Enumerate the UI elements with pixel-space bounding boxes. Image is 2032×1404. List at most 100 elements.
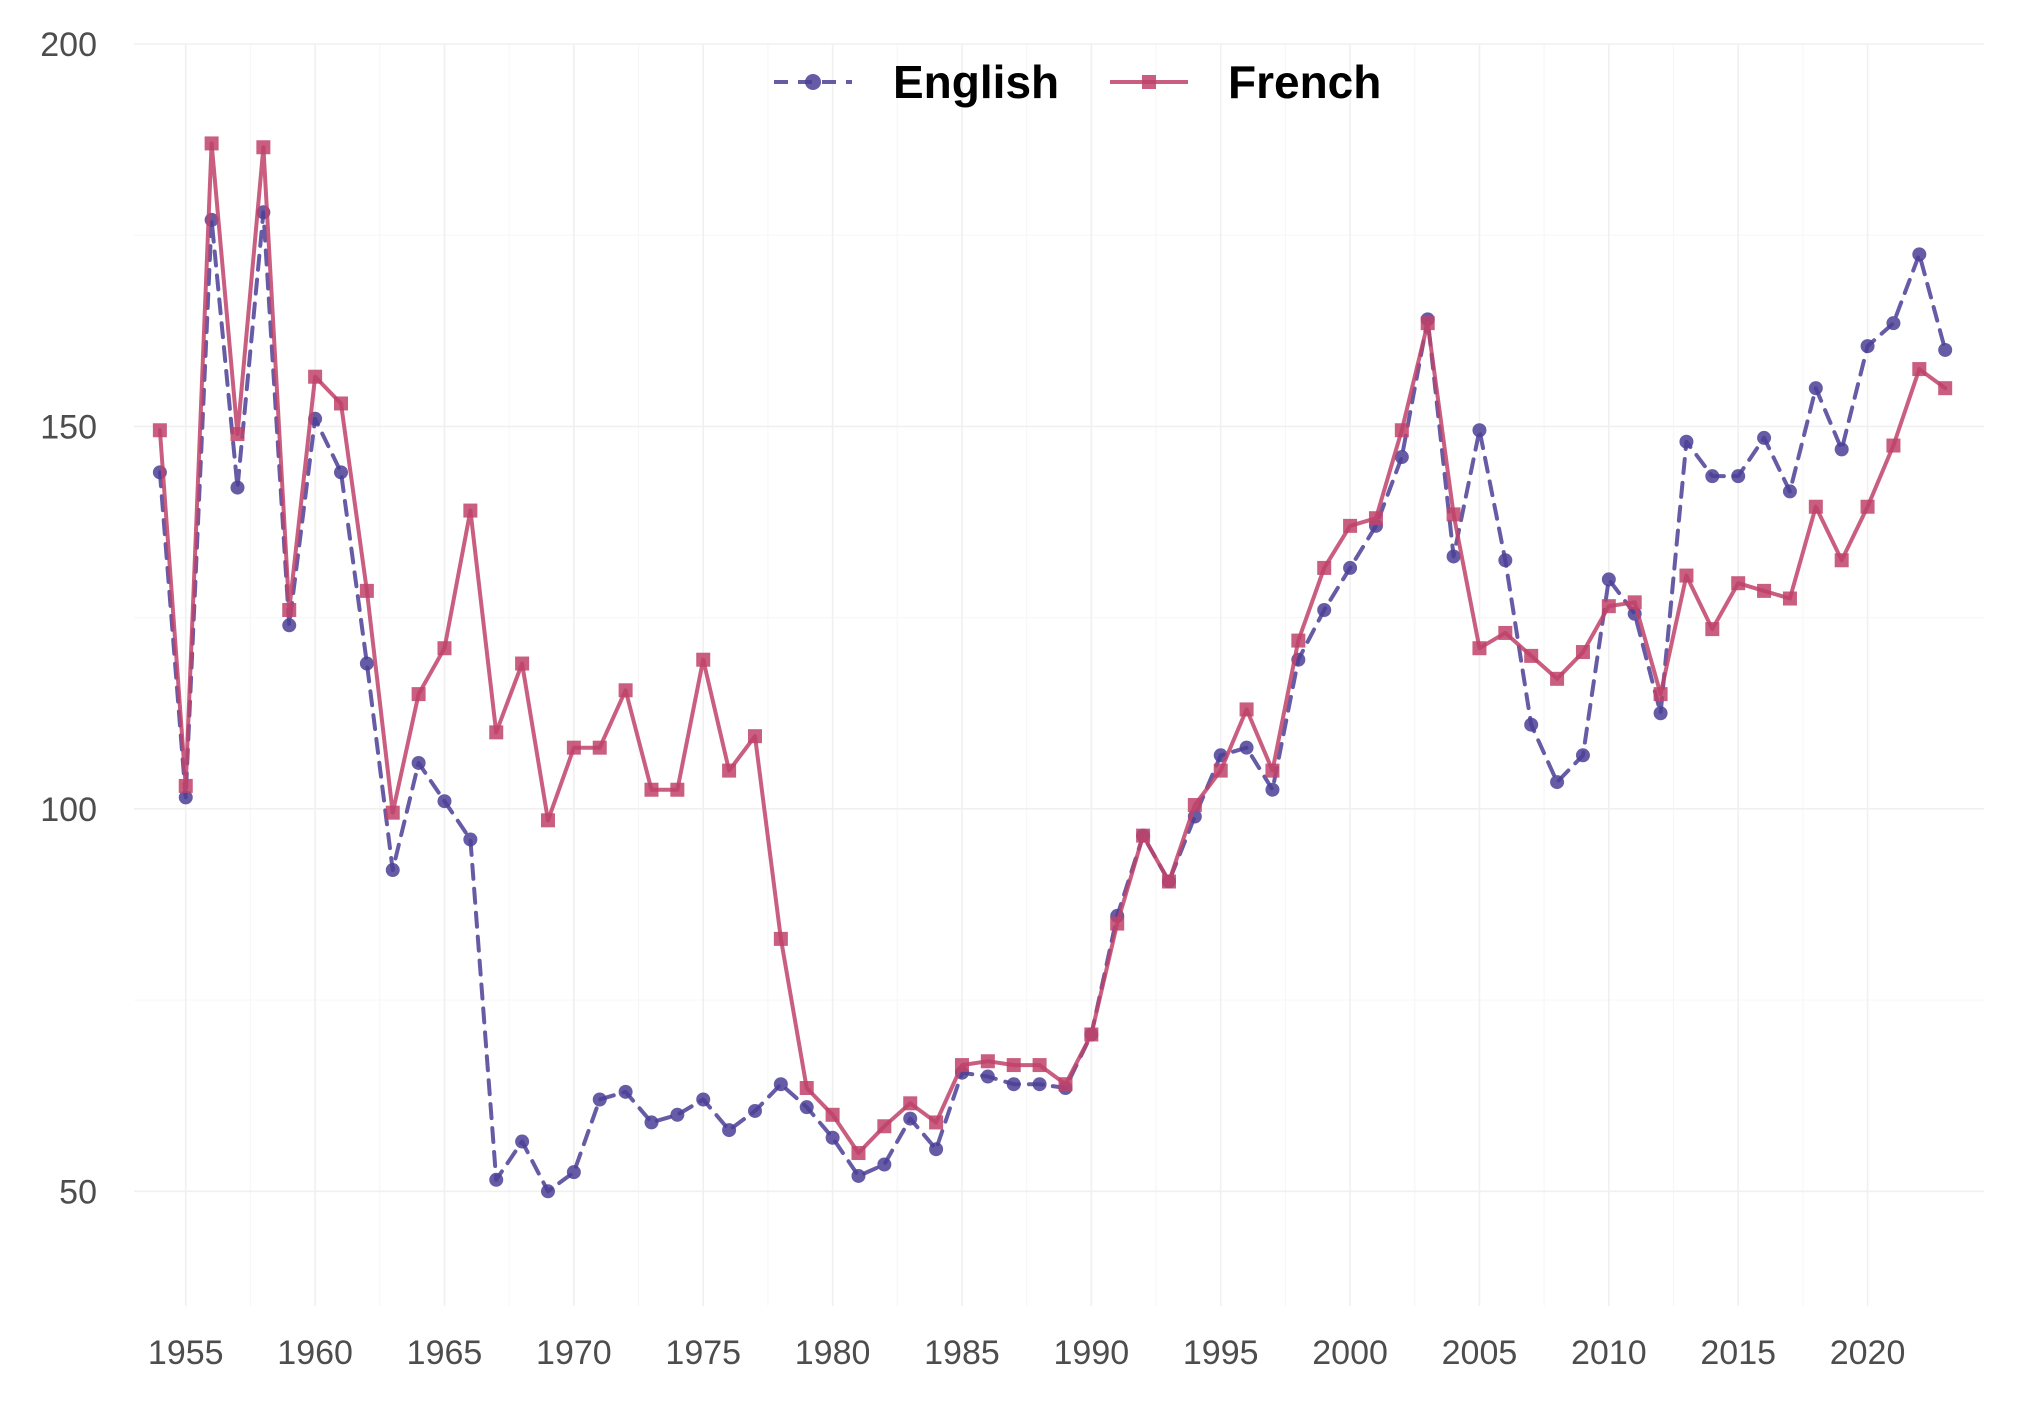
x-tick-label: 1995 [1183,1334,1259,1372]
y-axis-tick-labels: 50 100 150 200 [40,26,97,1211]
data-point-french [1860,499,1875,514]
data-point-english [1679,434,1694,449]
data-point-english [1006,1077,1021,1092]
data-point-english [1239,740,1254,755]
data-point-english [696,1092,711,1107]
data-point-french [437,641,452,656]
y-tick-label: 100 [40,791,97,829]
data-point-french [1575,645,1590,660]
data-point-french [540,813,555,828]
x-tick-label: 2005 [1442,1334,1518,1372]
data-point-french [1653,687,1668,702]
data-point-french [903,1096,918,1111]
data-point-french [1084,1027,1099,1042]
data-point-french [411,687,426,702]
data-point-english [282,618,297,633]
data-point-french [204,136,219,151]
data-point-english [1032,1077,1047,1092]
data-point-english [359,656,374,671]
series-line-french [157,141,1948,1155]
x-tick-label: 1980 [795,1334,871,1372]
data-point-english [1782,484,1797,499]
x-tick-label: 2020 [1830,1334,1906,1372]
data-point-english [230,480,245,495]
series-line-english [157,210,1948,1194]
data-point-french [877,1119,892,1134]
data-point-french [592,740,607,755]
data-point-english [592,1092,607,1107]
x-axis-tick-labels: 1955 1960 1965 1970 1975 1980 1985 1990 1995 2000… [148,1334,1905,1372]
data-point-french [1808,499,1823,514]
data-point-english [1731,469,1746,484]
data-point-english [1601,572,1616,587]
data-point-french [1291,633,1306,648]
legend-label-english: English [893,56,1059,108]
data-point-french [618,683,633,698]
data-point-french [929,1115,944,1130]
y-tick-label: 50 [59,1173,97,1211]
data-point-french [1058,1077,1073,1092]
data-point-french [1032,1058,1047,1073]
data-point-french [359,583,374,598]
data-point-french [825,1107,840,1122]
data-point-french [1705,622,1720,637]
data-point-french [1161,874,1176,889]
legend: English French [774,56,1381,108]
legend-key-english-marker [805,74,821,90]
data-point-french [1006,1058,1021,1073]
series-layer [152,136,1953,1199]
data-point-english [670,1107,685,1122]
legend-label-french: French [1228,56,1381,108]
data-point-french [1498,625,1513,640]
data-point-french [230,427,245,442]
data-point-french [1601,599,1616,614]
data-point-english [1705,469,1720,484]
data-point-french [722,763,737,778]
data-point-french [670,782,685,797]
data-point-french [1136,828,1151,843]
data-point-french [1912,362,1927,377]
data-point-english [929,1142,944,1157]
data-point-french [385,805,400,820]
data-point-french [1472,641,1487,656]
data-point-english [1472,423,1487,438]
x-tick-label: 1985 [924,1334,1000,1372]
data-point-french [851,1146,866,1161]
data-point-english [773,1077,788,1092]
x-tick-label: 2000 [1312,1334,1388,1372]
data-point-english [1575,748,1590,763]
data-point-french [152,423,167,438]
data-point-english [980,1069,995,1084]
data-point-english [1938,342,1953,357]
data-point-french [1420,316,1435,331]
data-point-english [1757,430,1772,445]
data-point-french [773,931,788,946]
data-point-english [722,1123,737,1138]
data-point-french [515,656,530,671]
major-gridlines [134,43,1984,1306]
data-point-french [1679,568,1694,583]
data-point-french [696,652,711,667]
data-point-french [1446,507,1461,522]
data-point-english [1265,782,1280,797]
x-tick-label: 1970 [536,1334,612,1372]
data-point-french [1757,583,1772,598]
data-point-english [1808,381,1823,396]
y-tick-label: 200 [40,26,97,64]
data-point-french [256,140,271,155]
data-point-english [1343,560,1358,575]
data-point-french [1317,560,1332,575]
data-point-english [437,794,452,809]
data-point-french [1886,438,1901,453]
x-tick-label: 1975 [665,1334,741,1372]
data-point-french [1731,576,1746,591]
data-point-french [1265,763,1280,778]
data-point-french [1524,648,1539,663]
data-point-english [1498,553,1513,568]
data-point-french [308,369,323,384]
data-point-french [1110,916,1125,931]
data-point-english [1834,442,1849,457]
x-tick-label: 2015 [1700,1334,1776,1372]
minor-gridlines [134,44,1984,1306]
data-point-french [1938,381,1953,396]
